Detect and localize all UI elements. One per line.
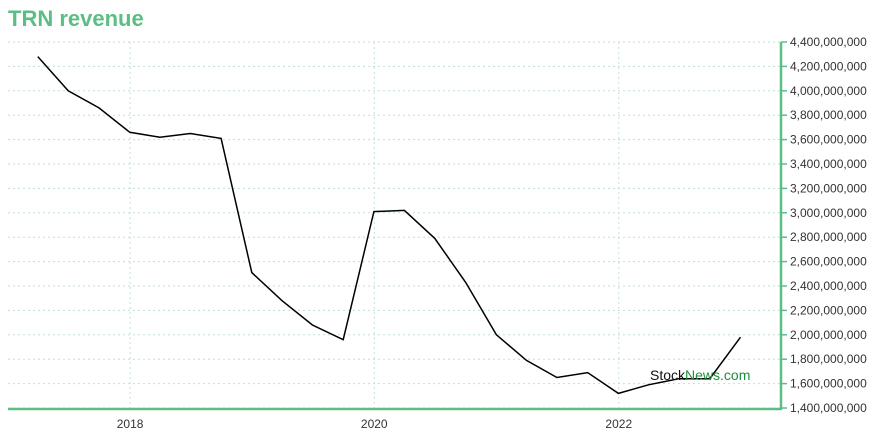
series-line (37, 56, 742, 395)
y-tick-label: 2,800,000,000 (790, 230, 867, 244)
y-tick: 4,200,000,000 (790, 59, 867, 73)
x-tick: 2022 (605, 417, 632, 431)
y-tick: 2,600,000,000 (790, 255, 867, 269)
y-tick: 3,400,000,000 (790, 157, 867, 171)
y-tick-label: 2,200,000,000 (790, 303, 867, 317)
x-tick-label: 2022 (605, 417, 632, 431)
y-axis: 1,400,000,000 1,600,000,000 1,800,000,000 2… (779, 35, 867, 415)
y-tick: 1,800,000,000 (790, 352, 867, 366)
y-tick: 2,800,000,000 (790, 230, 867, 244)
y-tick: 1,400,000,000 (790, 401, 867, 415)
x-tick: 2020 (361, 417, 388, 431)
x-tick: 2018 (117, 417, 144, 431)
y-tick: 2,200,000,000 (790, 303, 867, 317)
y-tick: 3,000,000,000 (790, 206, 867, 220)
y-tick: 3,200,000,000 (790, 181, 867, 195)
grid (8, 41, 781, 409)
y-tick-label: 3,400,000,000 (790, 157, 867, 171)
y-tick: 3,800,000,000 (790, 108, 867, 122)
watermark: StockNews.com (650, 367, 750, 383)
y-tick-label: 4,000,000,000 (790, 84, 867, 98)
y-tick-label: 2,600,000,000 (790, 255, 867, 269)
x-axis: 2018 2020 2022 (8, 407, 781, 431)
y-tick-label: 1,800,000,000 (790, 352, 867, 366)
y-tick-label: 2,000,000,000 (790, 328, 867, 342)
y-tick-label: 1,400,000,000 (790, 401, 867, 415)
y-tick-label: 3,800,000,000 (790, 108, 867, 122)
y-tick-label: 3,600,000,000 (790, 133, 867, 147)
y-tick: 2,000,000,000 (790, 328, 867, 342)
y-tick-label: 1,600,000,000 (790, 377, 867, 391)
series-layer (37, 56, 742, 395)
y-tick: 3,600,000,000 (790, 133, 867, 147)
y-tick-label: 4,400,000,000 (790, 35, 867, 49)
y-tick: 1,600,000,000 (790, 377, 867, 391)
y-tick-label: 2,400,000,000 (790, 279, 867, 293)
y-tick: 4,000,000,000 (790, 84, 867, 98)
y-tick-label: 3,200,000,000 (790, 181, 867, 195)
x-tick-label: 2020 (361, 417, 388, 431)
y-tick-label: 3,000,000,000 (790, 206, 867, 220)
y-tick: 2,400,000,000 (790, 279, 867, 293)
x-tick-label: 2018 (117, 417, 144, 431)
y-tick-label: 4,200,000,000 (790, 59, 867, 73)
watermark-news: News.com (685, 367, 750, 383)
watermark-stock: Stock (650, 367, 686, 383)
chart-title: TRN revenue (8, 6, 144, 31)
y-tick: 4,400,000,000 (790, 35, 867, 49)
